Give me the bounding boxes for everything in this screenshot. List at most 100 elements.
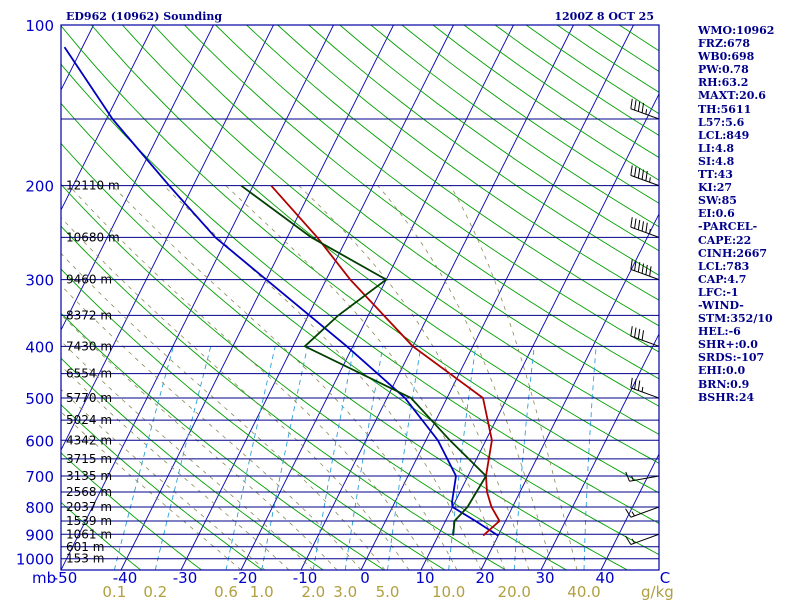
moist-adiabat-line: [112, 185, 458, 570]
mixing-ratio-line: [583, 346, 597, 570]
wind-barb-feather: [634, 379, 637, 390]
height-label: 8372 m: [66, 308, 112, 322]
wind-barb-feather: [645, 264, 648, 275]
index-row: BSHR:24: [698, 390, 755, 404]
wind-barb-half-feather: [641, 386, 644, 392]
pressure-unit-label: mb: [32, 569, 56, 587]
wind-barb: [625, 471, 660, 482]
pressure-tick-label: 800: [25, 499, 54, 517]
pressure-tick-label: 100: [25, 17, 54, 35]
isotherm-line: [600, 452, 659, 570]
index-row: CAPE:22: [698, 233, 752, 247]
wind-barb-feather: [634, 218, 637, 229]
wind-barb-feather: [637, 380, 641, 391]
dry-adiabat-line: [61, 63, 659, 524]
wind-barb-staff: [630, 174, 660, 187]
height-label: 153 m: [66, 552, 104, 566]
wind-barb-feather: [637, 219, 641, 230]
index-row: STM:352/10: [698, 312, 773, 326]
height-label: 601 m: [66, 540, 104, 554]
dewpoint-profile-line: [240, 184, 488, 536]
wind-barb: [625, 506, 660, 518]
pressure-tick-label: 200: [25, 178, 54, 196]
index-row: LFC:-1: [698, 285, 739, 299]
moist-adiabat-line: [61, 252, 386, 570]
index-row: EI:0.6: [698, 207, 735, 221]
wind-barb-staff: [630, 108, 660, 120]
wind-barb: [630, 217, 660, 238]
wind-barb-half-feather: [631, 538, 635, 544]
wind-barb-feather: [630, 259, 633, 270]
height-label: 2037 m: [66, 500, 112, 514]
height-label: 1061 m: [66, 527, 112, 541]
moist-adiabat-line: [61, 313, 338, 570]
wind-barb-feather: [637, 101, 641, 112]
wind-barb-feather: [645, 222, 648, 233]
height-label: 4342 m: [66, 433, 112, 447]
dry-adiabat-line: [61, 142, 628, 570]
moist-adiabat-line: [163, 185, 482, 570]
wind-barb-staff: [629, 475, 660, 482]
index-row: -PARCEL-: [698, 220, 758, 234]
height-label: 9460 m: [66, 273, 112, 287]
dry-adiabat-line: [61, 268, 446, 570]
mixing-ratio-unit-label: g/kg: [641, 583, 674, 600]
moist-adiabat-line: [61, 365, 290, 570]
temperature-tick-label: 30: [535, 569, 554, 587]
dry-adiabat-line: [122, 25, 659, 435]
mixing-ratio-line: [261, 346, 309, 570]
wind-barb-feather: [649, 266, 652, 277]
index-row: SI:4.8: [698, 154, 735, 168]
pressure-tick-label: 900: [25, 526, 54, 544]
wind-barb-staff: [630, 335, 660, 347]
dry-adiabat-line: [277, 25, 659, 301]
wind-barb-feather: [625, 471, 630, 482]
mixing-ratio-line: [448, 346, 477, 570]
index-row: SHR+:0.0: [698, 338, 758, 352]
temperature-profile-line: [270, 185, 501, 537]
wind-barb-feather: [641, 102, 645, 113]
dry-adiabat-line: [339, 25, 659, 252]
wind-barb: [630, 259, 660, 281]
wind-barb-feather: [641, 263, 645, 274]
pressure-tick-label: 500: [25, 390, 54, 408]
wind-barb-feather: [630, 165, 633, 176]
wind-barb-feather: [630, 377, 633, 388]
isotherm-line: [61, 25, 274, 452]
moist-adiabat-line: [225, 185, 506, 570]
isotherm-line: [61, 25, 154, 212]
height-label: 5770 m: [66, 391, 112, 405]
height-label: 6554 m: [66, 367, 112, 381]
wind-barb-staff: [630, 533, 660, 546]
moist-adiabat-line: [61, 340, 314, 570]
dry-adiabat-line: [153, 25, 659, 407]
temperature-tick-label: -50: [53, 569, 78, 587]
wind-barb-feather: [630, 98, 633, 109]
plot-frame: [60, 24, 660, 571]
wind-barb-feather: [630, 217, 633, 228]
mixing-ratio-tick-label: 0.6: [214, 583, 238, 600]
wind-barb: [625, 533, 660, 546]
wind-barb: [630, 377, 660, 399]
moist-adiabat-line: [61, 284, 362, 570]
mixing-ratio-tick-label: 1.0: [250, 583, 274, 600]
height-label: 7430 m: [66, 339, 112, 353]
wind-barb-half-feather: [631, 511, 635, 517]
wind-barb-half-feather: [631, 475, 634, 481]
dry-adiabat-line: [61, 25, 659, 494]
wind-barb-feather: [625, 535, 632, 545]
index-row: BRN:0.9: [698, 377, 750, 391]
dry-adiabat-line: [61, 501, 141, 570]
mixing-ratio-tick-label: 0.2: [143, 583, 167, 600]
isotherm-line: [120, 25, 394, 570]
temperature-tick-label: -20: [233, 569, 258, 587]
index-row: FRZ:678: [698, 37, 751, 51]
wind-barb-feather: [637, 328, 641, 339]
chart-timestamp: 1200Z 8 OCT 25: [554, 10, 654, 23]
isotherm-line: [61, 25, 214, 332]
temperature-tick-label: C: [660, 569, 670, 587]
wind-barb-feather: [637, 262, 641, 273]
wind-barb: [630, 326, 660, 347]
temperature-tick-label: -30: [173, 569, 198, 587]
